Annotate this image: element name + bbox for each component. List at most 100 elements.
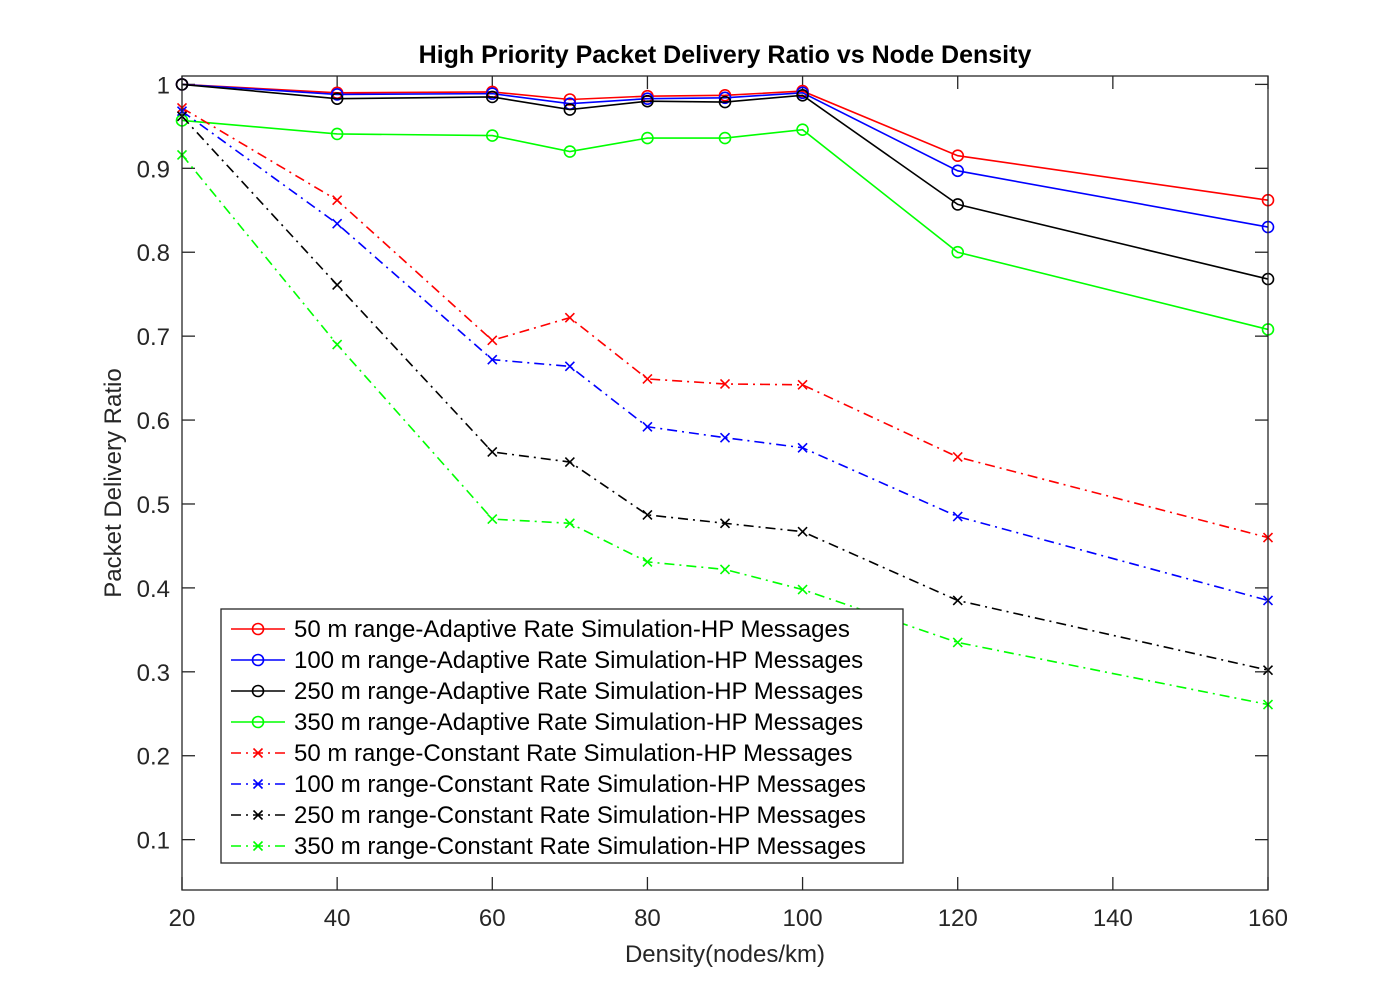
series-5 [176,102,1274,543]
data-point-circle [951,164,965,178]
x-tick-label: 40 [324,905,351,932]
data-point-circle [251,622,265,636]
data-point-x [564,456,575,468]
data-point-x [797,526,808,537]
data-point-x [332,279,343,291]
data-point-x [332,218,343,229]
y-axis-label: Packet Delivery Ratio [100,368,127,597]
data-point-circle [485,87,499,100]
data-point-x [487,335,498,346]
data-point-x [487,514,498,525]
data-point-circle [951,198,965,211]
data-point-circle [330,88,344,101]
series-line [181,107,1269,539]
data-point-circle [251,684,265,698]
y-tick-label: 0.2 [137,744,170,771]
data-point-x [564,518,575,529]
y-tick-label: 0.1 [137,828,170,855]
legend-label: 100 m range-Adaptive Rate Simulation-HP … [294,647,863,674]
data-point-x [719,564,731,575]
data-point-circle [796,123,809,137]
data-point-x [487,446,498,458]
data-point-circle [563,93,577,106]
y-tick-label: 0.9 [137,156,170,183]
data-point-x [797,442,808,453]
data-point-circle [641,131,654,145]
data-point-x [952,451,963,463]
data-point-x [642,556,653,567]
data-point-x [952,511,963,522]
data-point-x [564,312,575,323]
legend-label: 350 m range-Constant Rate Simulation-HP … [294,833,866,860]
series-layer [175,78,1275,710]
data-point-circle [641,94,654,108]
x-axis-label: Density(nodes/km) [625,941,825,968]
data-point-x [332,195,343,206]
series-line [181,83,1269,280]
data-point-x [252,778,264,790]
legend-item: 100 m range-Constant Rate Simulation-HP … [231,771,866,798]
y-tick-label: 0.3 [137,660,170,687]
data-point-x [252,809,264,821]
data-point-circle [330,127,344,141]
legend-item: 250 m range-Adaptive Rate Simulation-HP … [231,678,863,705]
data-point-x [719,432,731,443]
series-8 [176,149,1274,710]
legend-item: 100 m range-Adaptive Rate Simulation-HP … [231,647,863,674]
legend-box [220,608,904,864]
axes-box [181,75,1269,891]
x-tick-label: 100 [783,905,823,932]
chart-title: High Priority Packet Delivery Ratio vs N… [419,41,1032,69]
legend-item: 50 m range-Constant Rate Simulation-HP M… [231,740,853,767]
data-point-x [487,354,498,365]
y-tick-label: 0.8 [137,240,170,267]
y-tick-label: 0.4 [137,576,170,603]
legend-item: 250 m range-Constant Rate Simulation-HP … [231,802,866,829]
data-point-circle [330,92,344,105]
data-point-x [564,361,575,372]
legend-label: 250 m range-Adaptive Rate Simulation-HP … [294,678,863,705]
data-point-x [797,379,808,390]
x-tick-label: 120 [938,905,978,932]
data-point-x [952,595,963,606]
legend-label: 350 m range-Adaptive Rate Simulation-HP … [294,709,863,736]
data-point-circle [485,129,499,142]
axis-ticks: 20 40 60 80 100 120 140 160 0.1 0.2 0.3 0.4 0.5 0.6 0.… [137,72,1288,932]
data-point-x [797,584,808,595]
data-point-x [719,378,731,390]
data-point-x [252,747,264,759]
x-tick-label: 140 [1093,905,1133,932]
data-point-circle [951,149,965,163]
data-point-x [642,421,653,432]
x-tick-label: 20 [169,905,196,932]
series-6 [176,106,1274,606]
data-point-circle [563,103,577,116]
data-point-x [952,637,963,648]
x-tick-label: 160 [1248,905,1288,932]
legend-item: 350 m range-Adaptive Rate Simulation-HP … [231,709,863,736]
legend: 50 m range-Adaptive Rate Simulation-HP M… [220,608,904,864]
x-tick-label: 60 [479,905,506,932]
y-tick-label: 0.6 [137,408,170,435]
legend-label: 50 m range-Adaptive Rate Simulation-HP M… [294,616,850,643]
legend-label: 100 m range-Constant Rate Simulation-HP … [294,771,866,798]
data-point-circle [485,90,499,104]
legend-label: 250 m range-Constant Rate Simulation-HP … [294,802,866,829]
data-point-circle [796,89,809,102]
data-point-circle [718,131,732,145]
data-point-circle [251,715,265,729]
data-point-circle [718,91,732,105]
x-tick-label: 80 [634,905,661,932]
data-point-circle [563,145,577,158]
y-tick-label: 0.5 [137,492,170,519]
data-point-x [332,339,343,350]
y-tick-label: 0.7 [137,324,170,351]
data-point-x [252,840,264,852]
y-tick-label: 1 [157,72,170,99]
data-point-x [719,518,731,529]
legend-label: 50 m range-Constant Rate Simulation-HP M… [294,740,853,767]
data-point-circle [718,95,732,109]
data-point-circle [951,245,965,259]
series-line [181,83,1269,228]
